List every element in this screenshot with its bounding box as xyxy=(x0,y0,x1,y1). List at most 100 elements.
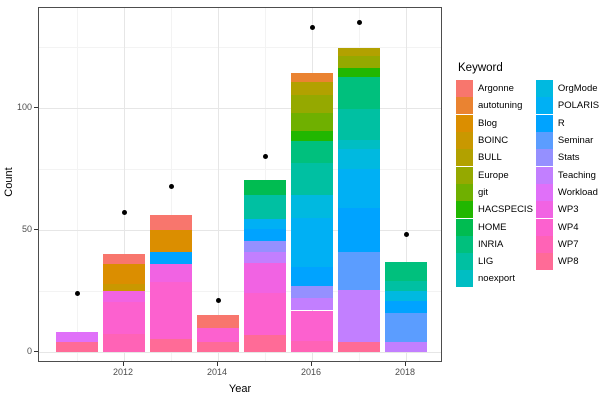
gridline-y-minor xyxy=(39,169,441,170)
legend-label: BOINC xyxy=(478,135,509,147)
bar-segment-R xyxy=(150,251,192,265)
bar-segment-R xyxy=(291,266,333,287)
bar-segment-Blog xyxy=(150,229,192,252)
legend-swatch-Stats xyxy=(535,149,553,167)
legend-item: INRIA xyxy=(456,235,533,253)
legend-label: Blog xyxy=(478,117,498,129)
legend-title: Keyword xyxy=(458,62,503,74)
legend-swatch-WP4 xyxy=(535,218,553,236)
legend-swatch-WP7 xyxy=(535,235,553,253)
legend-item: BULL xyxy=(456,149,533,167)
legend-item: WP3 xyxy=(535,201,599,219)
data-point-dot xyxy=(356,20,362,26)
bar-segment-WP4 xyxy=(291,310,333,341)
x-axis-title: Year xyxy=(228,383,252,395)
bar-segment-INRIA xyxy=(338,77,380,110)
legend-swatch-POLARIS xyxy=(535,97,553,115)
legend-label: POLARIS xyxy=(557,100,600,112)
bar-segment-Teaching xyxy=(244,251,286,263)
y-tick-label: 50 xyxy=(21,224,32,234)
bar-segment-WP7 xyxy=(291,341,333,352)
bar-segment-noexport xyxy=(338,139,380,150)
legend-swatch-WP3 xyxy=(535,201,553,219)
bar-segment-LIG xyxy=(338,109,380,140)
legend-column: Argonne autotuning Blog BOINC BULL Europe git H… xyxy=(456,80,533,288)
bar-segment-WP7 xyxy=(103,333,145,352)
y-tick-label: 100 xyxy=(16,102,32,112)
bar-year-2012 xyxy=(103,254,145,352)
legend-columns: Argonne autotuning Blog BOINC BULL Europe git H… xyxy=(456,80,599,288)
gridline-x-minor xyxy=(77,8,78,361)
gridline-y-major xyxy=(39,108,441,109)
bar-year-2015 xyxy=(244,179,286,352)
bar-segment-Teaching xyxy=(291,298,333,311)
bar-segment-WP3 xyxy=(244,262,286,294)
legend-item: WP7 xyxy=(535,235,599,253)
bar-segment-POLARIS xyxy=(244,219,286,229)
bar-segment-R xyxy=(385,300,427,313)
legend-item: OrgMode xyxy=(535,80,599,98)
legend-label: Workload xyxy=(557,186,598,198)
bar-segment-WP3 xyxy=(103,290,145,302)
legend-swatch-HOME xyxy=(456,218,473,236)
y-axis-title: Count xyxy=(3,167,15,197)
bar-segment-WP4 xyxy=(244,293,286,335)
data-point-dot xyxy=(74,290,80,296)
bar-segment-Teaching xyxy=(338,289,380,343)
gridline-y-minor xyxy=(39,47,441,48)
x-tick-label: 2014 xyxy=(206,367,228,377)
legend-item: LIG xyxy=(456,253,533,271)
legend-swatch-BOINC xyxy=(456,132,473,150)
legend-swatch-OrgMode xyxy=(535,80,553,98)
bar-segment-OrgMode xyxy=(291,194,333,218)
gridline-y-major xyxy=(39,352,441,353)
bar-segment-BULL xyxy=(338,48,380,56)
legend-column: OrgMode POLARIS R Seminar Stats Teaching Workl… xyxy=(535,80,600,288)
legend-label: Argonne xyxy=(478,83,514,95)
legend-label: Europe xyxy=(478,169,509,181)
legend-item: WP8 xyxy=(535,253,599,271)
bar-segment-git xyxy=(291,112,333,132)
bar-segment-Argonne xyxy=(150,215,192,230)
bar-segment-INRIA xyxy=(291,140,333,163)
legend-swatch-INRIA xyxy=(456,235,473,253)
legend-label: WP8 xyxy=(557,256,579,268)
legend-swatch-git xyxy=(456,183,473,201)
bar-segment-Stats xyxy=(291,286,333,299)
bar-segment-Argonne xyxy=(197,315,239,328)
bar-year-2013 xyxy=(150,215,192,352)
legend-swatch-Teaching xyxy=(535,166,553,184)
bar-segment-LIG xyxy=(385,281,427,291)
bar-segment-Blog xyxy=(103,264,145,284)
legend-item: Seminar xyxy=(535,132,599,150)
bar-segment-Stats xyxy=(244,240,286,252)
legend-label: WP4 xyxy=(557,221,579,233)
data-point-dot xyxy=(168,183,174,189)
bar-segment-Teaching xyxy=(385,342,427,352)
bar-segment-WP8 xyxy=(150,338,192,352)
legend-label: OrgMode xyxy=(557,83,598,95)
bar-segment-BOINC xyxy=(103,283,145,291)
bar-segment-Europe xyxy=(338,55,380,68)
y-tick-mark xyxy=(34,351,38,352)
legend-item: Workload xyxy=(535,183,599,201)
x-tick-label: 2012 xyxy=(112,367,134,377)
legend-item: POLARIS xyxy=(535,97,600,115)
legend-item: HACSPECIS xyxy=(456,201,533,219)
x-tick-mark xyxy=(311,362,312,366)
gridline-x-major xyxy=(218,8,219,361)
legend-label: HOME xyxy=(478,221,507,233)
legend-label: INRIA xyxy=(478,238,504,250)
legend-label: WP3 xyxy=(557,204,579,216)
legend-label: Seminar xyxy=(557,135,594,147)
legend: Keyword Argonne autotuning Blog BOINC BULL Eu… xyxy=(456,62,599,288)
legend-swatch-LIG xyxy=(456,253,473,271)
legend-swatch-BULL xyxy=(456,149,473,167)
data-point-dot xyxy=(309,24,315,30)
bar-segment-POLARIS xyxy=(338,168,380,209)
legend-swatch-Europe xyxy=(456,166,473,184)
gridline-x-major xyxy=(406,8,407,361)
bar-segment-HOME xyxy=(244,179,286,195)
legend-label: noexport xyxy=(478,273,515,285)
